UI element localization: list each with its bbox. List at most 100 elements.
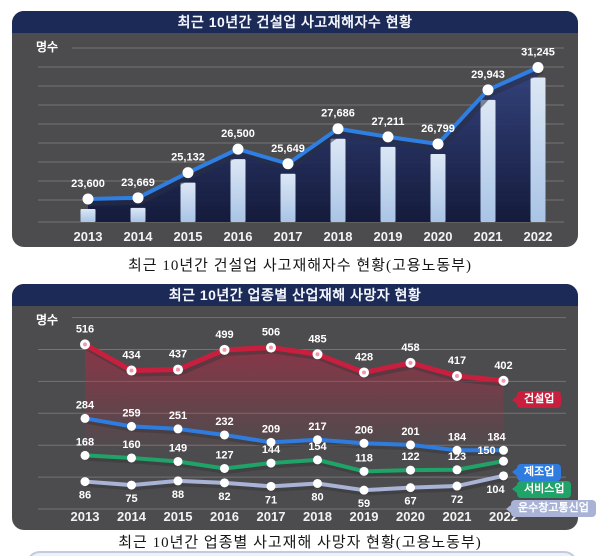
marker-inner-dot <box>176 367 180 372</box>
manufacturing-marker <box>499 445 508 455</box>
marker-inner-dot <box>455 373 459 378</box>
manufacturing-marker <box>452 445 462 455</box>
transport-value-label: 71 <box>265 494 277 506</box>
services-marker <box>80 450 90 460</box>
bar-2016 <box>230 159 246 222</box>
line-shadow <box>87 68 543 206</box>
construction-value-label: 437 <box>169 349 187 361</box>
data-point-marker <box>282 158 294 170</box>
x-axis-label: 2017 <box>274 229 303 244</box>
transport-value-label: 80 <box>311 491 323 503</box>
y-axis-unit-label-bottom: 명수 <box>36 313 59 327</box>
data-point-marker <box>182 167 194 179</box>
data-point-marker <box>432 138 444 150</box>
value-label: 25,132 <box>171 152 205 164</box>
manufacturing-value-label: 232 <box>215 416 233 428</box>
bar-2017 <box>280 173 296 222</box>
x-axis-label: 2015 <box>164 509 193 524</box>
x-axis-label: 2020 <box>424 229 453 244</box>
services-value-label: 122 <box>401 451 419 463</box>
marker-inner-dot <box>362 370 366 375</box>
manufacturing-value-label: 206 <box>355 424 373 436</box>
construction-line <box>82 341 506 384</box>
bar-line-chart-accident-victims: 23,600 2013 23,669 2014 25,132 2015 26,500 2016… <box>38 47 564 244</box>
caption-deaths-by-industry: 최근 10년간 업종별 사고재해 사망자 현황(고용노동부) <box>118 535 482 551</box>
value-label: 29,943 <box>471 69 505 81</box>
manufacturing-value-label: 201 <box>401 426 419 438</box>
services-marker <box>220 463 229 473</box>
manufacturing-marker <box>220 430 229 440</box>
value-label: 25,649 <box>271 143 305 155</box>
manufacturing-value-label: 184 <box>487 431 506 443</box>
manufacturing-value-label: 217 <box>308 421 326 433</box>
transport-marker <box>359 485 369 495</box>
marker-inner-dot <box>408 360 413 365</box>
value-label: 27,686 <box>321 108 355 120</box>
marker-inner-dot <box>501 378 506 383</box>
services-line-shadow <box>84 455 508 477</box>
legend-label-transport: 운수창고통신업 <box>511 500 596 518</box>
manufacturing-marker <box>127 421 136 431</box>
bar-2014 <box>130 207 146 222</box>
services-marker <box>499 456 508 466</box>
manufacturing-marker <box>406 440 415 450</box>
under-line-area <box>88 67 538 222</box>
value-label: 26,500 <box>221 128 255 140</box>
data-point-marker <box>482 84 494 96</box>
value-label: 23,669 <box>121 177 155 189</box>
line-chart-deaths-by-industry: 516 434 437 499 506 485 428 458 417 402 284 259 251 2… <box>38 317 566 524</box>
manufacturing-marker <box>266 437 276 447</box>
trend-line <box>86 65 540 201</box>
transport-marker <box>499 471 508 481</box>
construction-value-label: 434 <box>122 350 141 362</box>
transport-line <box>83 473 506 493</box>
services-line <box>83 453 506 474</box>
bar-2018 <box>330 138 346 222</box>
x-axis-label: 2014 <box>124 229 154 244</box>
transport-value-label: 86 <box>79 490 91 502</box>
construction-value-label: 499 <box>215 329 233 341</box>
construction-value-label: 485 <box>308 333 326 345</box>
bar-2013 <box>80 209 96 222</box>
transport-marker <box>452 481 462 491</box>
services-value-label: 150 <box>477 445 495 457</box>
services-value-label: 127 <box>215 449 233 461</box>
bar-2022 <box>530 77 546 222</box>
x-axis-label: 2022 <box>524 229 553 244</box>
services-value-label: 168 <box>76 436 94 448</box>
marker-inner-dot <box>222 347 227 352</box>
marker-inner-dot <box>83 342 87 347</box>
manufacturing-value-label: 259 <box>122 407 140 419</box>
transport-marker <box>220 478 229 488</box>
legend-label-construction: 건설업 <box>517 391 562 409</box>
construction-value-label: 417 <box>448 355 466 367</box>
construction-area-fade <box>85 344 504 452</box>
services-marker <box>359 466 369 476</box>
data-point-marker <box>232 143 244 155</box>
chart-title-deaths-by-industry: 최근 10년간 업종별 산업재해 사망자 현황 <box>12 284 578 306</box>
marker-inner-dot <box>269 345 273 350</box>
transport-marker <box>173 476 183 486</box>
value-label: 31,245 <box>521 47 555 59</box>
transport-value-label: 72 <box>451 494 463 506</box>
manufacturing-value-label: 184 <box>448 431 467 443</box>
transport-value-label: 82 <box>218 491 230 503</box>
legend-label-manufacturing: 제조업 <box>517 463 562 481</box>
services-value-label: 160 <box>122 439 140 451</box>
transport-value-label: 88 <box>172 489 184 501</box>
x-axis-label: 2017 <box>257 509 286 524</box>
services-marker <box>266 458 276 468</box>
services-value-label: 149 <box>169 442 187 454</box>
x-axis-label: 2019 <box>350 509 379 524</box>
x-axis-label: 2016 <box>224 229 253 244</box>
transport-marker <box>313 478 322 488</box>
manufacturing-value-label: 209 <box>262 423 280 435</box>
services-value-label: 118 <box>355 452 373 464</box>
data-point-marker <box>332 123 344 135</box>
x-axis-label: 2019 <box>374 229 403 244</box>
manufacturing-value-label: 251 <box>169 410 187 422</box>
transport-marker <box>80 477 90 487</box>
services-marker <box>173 456 183 466</box>
transport-line-shadow <box>84 476 508 496</box>
manufacturing-line <box>83 416 506 453</box>
